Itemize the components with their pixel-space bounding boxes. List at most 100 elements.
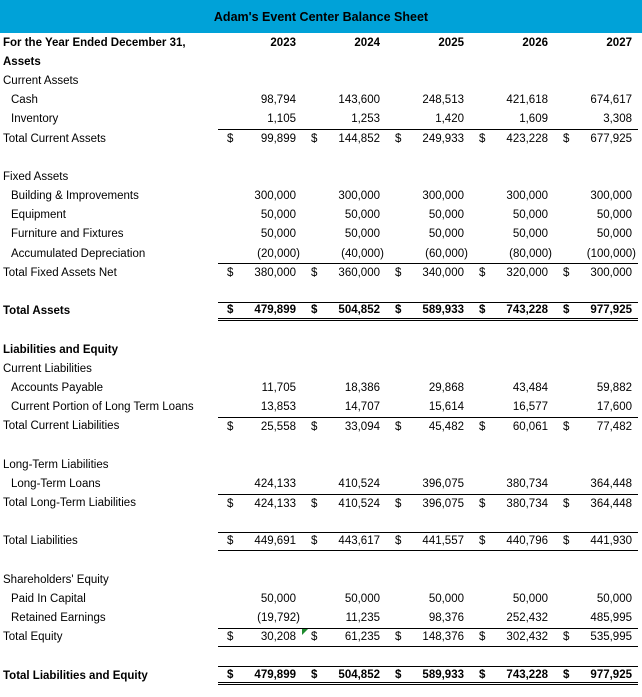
cell-2026[interactable]: 43,484: [470, 378, 554, 397]
cell-2025[interactable]: 1,420: [386, 110, 470, 129]
row-label[interactable]: Total Liabilities: [3, 535, 78, 548]
error-indicator-icon[interactable]: [302, 628, 308, 635]
cell-2025[interactable]: 15,614: [386, 398, 470, 417]
cell-2023[interactable]: 50,000: [218, 206, 302, 225]
cell-2023[interactable]: 11,705: [218, 378, 302, 397]
row-label[interactable]: Total Liabilities and Equity: [3, 669, 148, 682]
cell-2027[interactable]: $300,000: [554, 264, 638, 282]
cell-2026[interactable]: (80,000): [470, 244, 554, 263]
cell-2023[interactable]: 98,794: [218, 91, 302, 110]
cell-2025[interactable]: $148,376: [386, 629, 470, 646]
cell-2027[interactable]: 59,882: [554, 378, 638, 397]
cell-2024[interactable]: 18,386: [302, 378, 386, 397]
cell-2025[interactable]: $340,000: [386, 264, 470, 282]
cell-2025[interactable]: 50,000: [386, 589, 470, 608]
cell-2024[interactable]: 1,253: [302, 110, 386, 129]
cell-2025[interactable]: 98,376: [386, 609, 470, 628]
cell-2025[interactable]: 50,000: [386, 225, 470, 244]
row-label[interactable]: Total Long-Term Liabilities: [3, 497, 136, 510]
cell-2025[interactable]: (60,000): [386, 244, 470, 263]
cell-2027[interactable]: $364,448: [554, 495, 638, 513]
cell-2023[interactable]: $380,000: [218, 264, 302, 282]
cell-2026[interactable]: 380,734: [470, 474, 554, 493]
cell-2026[interactable]: $743,228: [470, 667, 554, 682]
row-label[interactable]: Long-Term Loans: [11, 477, 101, 490]
empty-label-cell[interactable]: [0, 551, 218, 570]
empty-label-cell[interactable]: [0, 321, 218, 340]
row-label[interactable]: Accounts Payable: [11, 381, 104, 394]
cell-2023[interactable]: 1,105: [218, 110, 302, 129]
cell-2024[interactable]: $144,852: [302, 130, 386, 148]
row-label[interactable]: Equipment: [11, 209, 66, 222]
cell-2026[interactable]: 1,609: [470, 110, 554, 129]
cell-2023[interactable]: 50,000: [218, 225, 302, 244]
cell-2027[interactable]: $677,925: [554, 130, 638, 148]
cell-2023[interactable]: $479,899: [218, 303, 302, 318]
row-label[interactable]: Assets: [3, 55, 41, 68]
cell-2024[interactable]: (40,000): [302, 244, 386, 263]
cell-2024[interactable]: $360,000: [302, 264, 386, 282]
cell-2025[interactable]: $589,933: [386, 303, 470, 318]
cell-2027[interactable]: $977,925: [554, 667, 638, 682]
cell-2026[interactable]: $743,228: [470, 303, 554, 318]
row-label[interactable]: Long-Term Liabilities: [3, 458, 109, 471]
empty-label-cell[interactable]: [0, 148, 218, 167]
cell-2026[interactable]: 421,618: [470, 91, 554, 110]
cell-2024[interactable]: $504,852: [302, 303, 386, 318]
year-2024[interactable]: 2024: [354, 36, 380, 49]
year-2026[interactable]: 2026: [522, 36, 548, 49]
cell-2026[interactable]: 50,000: [470, 225, 554, 244]
cell-2023[interactable]: 13,853: [218, 398, 302, 417]
cell-2024[interactable]: $33,094: [302, 418, 386, 436]
row-label[interactable]: Cash: [11, 94, 38, 107]
row-label[interactable]: Total Current Assets: [3, 132, 106, 145]
cell-2025[interactable]: 50,000: [386, 206, 470, 225]
cell-2027[interactable]: 300,000: [554, 187, 638, 206]
cell-2023[interactable]: $99,899: [218, 130, 302, 148]
cell-2024[interactable]: 50,000: [302, 225, 386, 244]
row-label[interactable]: Liabilities and Equity: [3, 343, 119, 356]
cell-2024[interactable]: 14,707: [302, 398, 386, 417]
row-label[interactable]: Total Assets: [3, 305, 71, 318]
cell-2024[interactable]: $504,852: [302, 667, 386, 682]
row-label[interactable]: Current Portion of Long Term Loans: [11, 401, 194, 414]
cell-2025[interactable]: $589,933: [386, 667, 470, 682]
cell-2026[interactable]: 50,000: [470, 589, 554, 608]
row-label[interactable]: Total Fixed Assets Net: [3, 266, 117, 279]
row-label[interactable]: Shareholders' Equity: [3, 573, 109, 586]
cell-2027[interactable]: $977,925: [554, 303, 638, 318]
cell-2023[interactable]: $25,558: [218, 418, 302, 436]
cell-2026[interactable]: $440,796: [470, 533, 554, 550]
cell-2023[interactable]: 424,133: [218, 474, 302, 493]
period-label[interactable]: For the Year Ended December 31,: [3, 36, 186, 49]
cell-2027[interactable]: 485,995: [554, 609, 638, 628]
cell-2024[interactable]: $443,617: [302, 533, 386, 550]
cell-2024[interactable]: 11,235: [302, 609, 386, 628]
cell-2023[interactable]: $449,691: [218, 533, 302, 550]
year-2027[interactable]: 2027: [606, 36, 632, 49]
row-label[interactable]: Current Liabilities: [3, 362, 92, 375]
row-label[interactable]: Accumulated Depreciation: [11, 247, 146, 260]
cell-2026[interactable]: $423,228: [470, 130, 554, 148]
cell-2027[interactable]: $441,930: [554, 533, 638, 550]
cell-2023[interactable]: $479,899: [218, 667, 302, 682]
cell-2026[interactable]: 50,000: [470, 206, 554, 225]
cell-2023[interactable]: $424,133: [218, 495, 302, 513]
cell-2025[interactable]: $249,933: [386, 130, 470, 148]
row-label[interactable]: Current Assets: [3, 74, 79, 87]
cell-2026[interactable]: 16,577: [470, 398, 554, 417]
cell-2027[interactable]: 50,000: [554, 225, 638, 244]
row-label[interactable]: Building & Improvements: [11, 190, 139, 203]
empty-label-cell[interactable]: [0, 647, 218, 666]
empty-label-cell[interactable]: [0, 436, 218, 455]
cell-2027[interactable]: 17,600: [554, 398, 638, 417]
cell-2024[interactable]: 50,000: [302, 206, 386, 225]
cell-2024[interactable]: 300,000: [302, 187, 386, 206]
empty-label-cell[interactable]: [0, 513, 218, 532]
year-2025[interactable]: 2025: [438, 36, 464, 49]
row-label[interactable]: Total Current Liabilities: [3, 420, 120, 433]
cell-2024[interactable]: $61,235: [302, 628, 386, 646]
row-label[interactable]: Total Equity: [3, 631, 63, 644]
cell-2027[interactable]: 674,617: [554, 91, 638, 110]
cell-2023[interactable]: 50,000: [218, 589, 302, 608]
